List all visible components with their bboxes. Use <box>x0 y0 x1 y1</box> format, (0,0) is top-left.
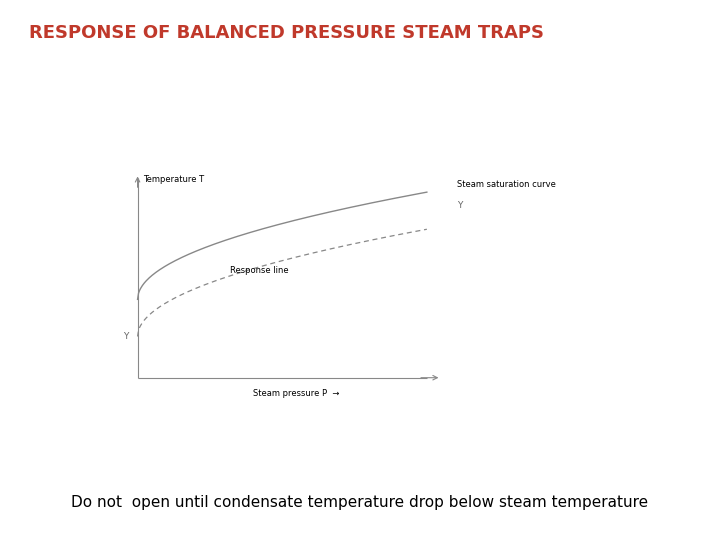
Text: Steam saturation curve: Steam saturation curve <box>457 180 556 190</box>
Text: Y: Y <box>457 201 462 210</box>
Text: Temperature T: Temperature T <box>143 175 204 184</box>
Text: Y: Y <box>124 332 129 341</box>
Text: Response line: Response line <box>230 266 289 275</box>
Text: Steam pressure P  →: Steam pressure P → <box>253 389 340 398</box>
Text: Do not  open until condensate temperature drop below steam temperature: Do not open until condensate temperature… <box>71 495 649 510</box>
Text: RESPONSE OF BALANCED PRESSURE STEAM TRAPS: RESPONSE OF BALANCED PRESSURE STEAM TRAP… <box>29 24 544 42</box>
